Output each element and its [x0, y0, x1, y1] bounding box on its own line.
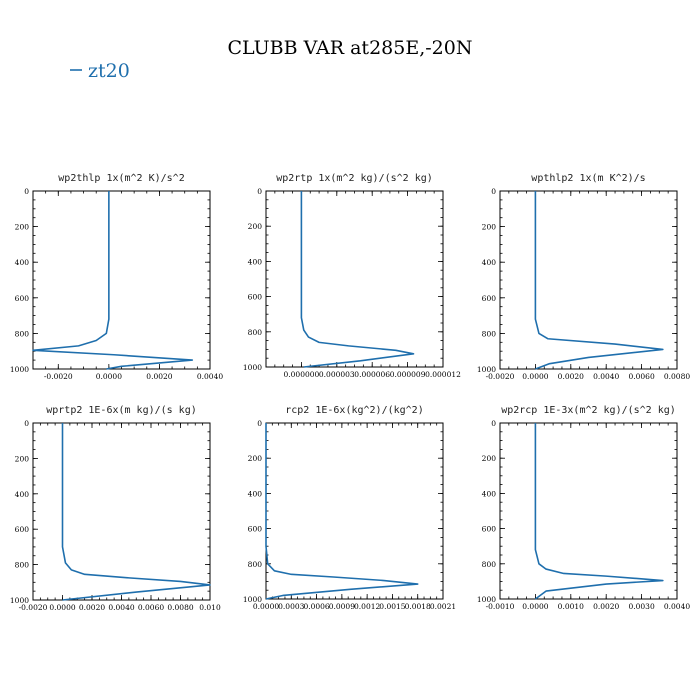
y-tick-label: 400: [482, 258, 497, 267]
y-tick-label: 400: [15, 258, 30, 267]
x-tick-label: 0.0009: [329, 602, 355, 611]
y-tick-label: 200: [15, 454, 30, 463]
panel-2: wp2rtp 1x(m^2 kg)/(s^2 kg) 0 200 400 600 800 1…: [243, 173, 461, 379]
y-tick-label: 1000: [243, 595, 262, 604]
panel-5: rcp2 1E-6x(kg^2)/(kg^2) 0 200 400 600 800 1000…: [243, 405, 456, 611]
y-tick-label: 0: [257, 187, 262, 196]
y-tick-label: 1000: [10, 596, 29, 605]
x-tick-label: 0.0021: [430, 602, 456, 611]
x-tick-label: 0.0003: [278, 602, 304, 611]
x-tick-label: 0.000006: [354, 370, 390, 379]
y-tick-label: 200: [248, 222, 263, 231]
y-tick-label: 800: [482, 560, 497, 569]
y-tick-label: 0: [491, 419, 496, 428]
y-tick-label: 400: [248, 489, 263, 498]
y-tick-label: 1000: [477, 595, 496, 604]
x-tick-label: 0.0000: [96, 372, 122, 381]
x-tick-label: 0.0015: [379, 602, 405, 611]
plot-frame: [32, 190, 211, 370]
plot-frame: [265, 422, 444, 600]
panel-title: wp2rcp 1E-3x(m^2 kg)/(s^2 kg): [501, 405, 676, 416]
figure-title: CLUBB VAR at285E,-20N: [228, 37, 473, 59]
y-tick-label: 600: [482, 525, 497, 534]
x-tick-label: 0.000012: [425, 370, 461, 379]
series-line: [61, 423, 211, 601]
x-tick-label: 0.0020: [593, 602, 619, 611]
panel-title: rcp2 1E-6x(kg^2)/(kg^2): [285, 405, 423, 416]
series-line: [300, 191, 415, 368]
panel-1: wp2thlp 1x(m^2 K)/s^2 0 200 400 600 800 1000 -0…: [10, 173, 223, 381]
panel-6: wp2rcp 1E-3x(m^2 kg)/(s^2 kg) 0 200 400 600 8…: [477, 405, 690, 611]
series-line: [534, 423, 664, 600]
y-tick-label: 1000: [10, 365, 29, 374]
y-tick-label: 800: [248, 328, 263, 337]
x-tick-label: 0.000003: [319, 370, 355, 379]
x-tick-label: 0.0040: [197, 372, 223, 381]
x-tick-label: 0.000000: [284, 370, 320, 379]
panel-title: wpthlp2 1x(m K^2)/s: [531, 173, 645, 184]
y-tick-label: 600: [482, 294, 497, 303]
x-tick-label: 0.0040: [664, 602, 690, 611]
plot-frame: [499, 422, 678, 600]
x-tick-label: 0.0000: [522, 602, 548, 611]
series-line: [265, 423, 419, 600]
x-tick-label: 0.0020: [146, 372, 172, 381]
x-tick-label: 0.0040: [108, 603, 134, 612]
x-tick-label: 0.0000: [522, 372, 548, 381]
y-tick-label: 400: [482, 489, 497, 498]
series-line: [32, 191, 194, 370]
x-tick-label: -0.0020: [19, 603, 48, 612]
x-tick-label: 0.0010: [558, 602, 584, 611]
y-tick-label: 0: [257, 419, 262, 428]
plot-frame: [32, 422, 211, 601]
y-tick-label: 600: [15, 294, 30, 303]
x-tick-label: 0.0000: [49, 603, 75, 612]
x-tick-label: -0.0020: [486, 372, 515, 381]
legend-label: zt20: [88, 60, 130, 82]
x-tick-label: 0.0000: [253, 602, 279, 611]
y-tick-label: 200: [248, 454, 263, 463]
y-tick-label: 0: [491, 187, 496, 196]
x-tick-label: 0.0060: [628, 372, 654, 381]
x-tick-label: 0.0006: [303, 602, 329, 611]
y-tick-label: 0: [24, 187, 29, 196]
x-tick-label: 0.0030: [628, 602, 654, 611]
panel-title: wp2thlp 1x(m^2 K)/s^2: [58, 173, 184, 184]
y-tick-label: 400: [248, 257, 263, 266]
y-tick-label: 1000: [477, 365, 496, 374]
x-tick-label: 0.0080: [664, 372, 690, 381]
panel-4: wprtp2 1E-6x(m kg)/(s kg) 0 200 400 600 800 10…: [10, 405, 221, 612]
x-tick-label: 0.0060: [138, 603, 164, 612]
panel-title: wprtp2 1E-6x(m kg)/(s kg): [46, 405, 197, 416]
y-tick-label: 200: [15, 223, 30, 232]
y-tick-label: 800: [482, 329, 497, 338]
y-tick-label: 800: [15, 329, 30, 338]
x-tick-label: 0.0012: [354, 602, 380, 611]
x-tick-label: 0.0020: [558, 372, 584, 381]
series-line: [534, 191, 664, 370]
x-tick-label: 0.0080: [167, 603, 193, 612]
x-tick-label: 0.0020: [79, 603, 105, 612]
plot-frame: [265, 190, 444, 368]
y-tick-label: 600: [15, 525, 30, 534]
x-tick-label: -0.0010: [486, 602, 515, 611]
y-tick-label: 1000: [243, 363, 262, 372]
panel-3: wpthlp2 1x(m K^2)/s 0 200 400 600 800 1000-0.0…: [477, 173, 690, 381]
panel-title: wp2rtp 1x(m^2 kg)/(s^2 kg): [276, 173, 433, 184]
y-tick-label: 600: [248, 293, 263, 302]
y-tick-label: 200: [482, 223, 497, 232]
y-tick-label: 800: [15, 561, 30, 570]
panel-grid: wp2thlp 1x(m^2 K)/s^202004006008001000-0…: [10, 173, 690, 612]
y-tick-label: 600: [248, 525, 263, 534]
x-tick-label: -0.0020: [44, 372, 73, 381]
y-tick-label: 800: [248, 560, 263, 569]
x-tick-label: 0.000009: [390, 370, 426, 379]
x-tick-label: 0.010: [199, 603, 221, 612]
y-tick-label: 200: [482, 454, 497, 463]
y-tick-label: 0: [24, 419, 29, 428]
x-tick-label: 0.0040: [593, 372, 619, 381]
x-tick-label: 0.0018: [405, 602, 431, 611]
y-tick-label: 400: [15, 490, 30, 499]
